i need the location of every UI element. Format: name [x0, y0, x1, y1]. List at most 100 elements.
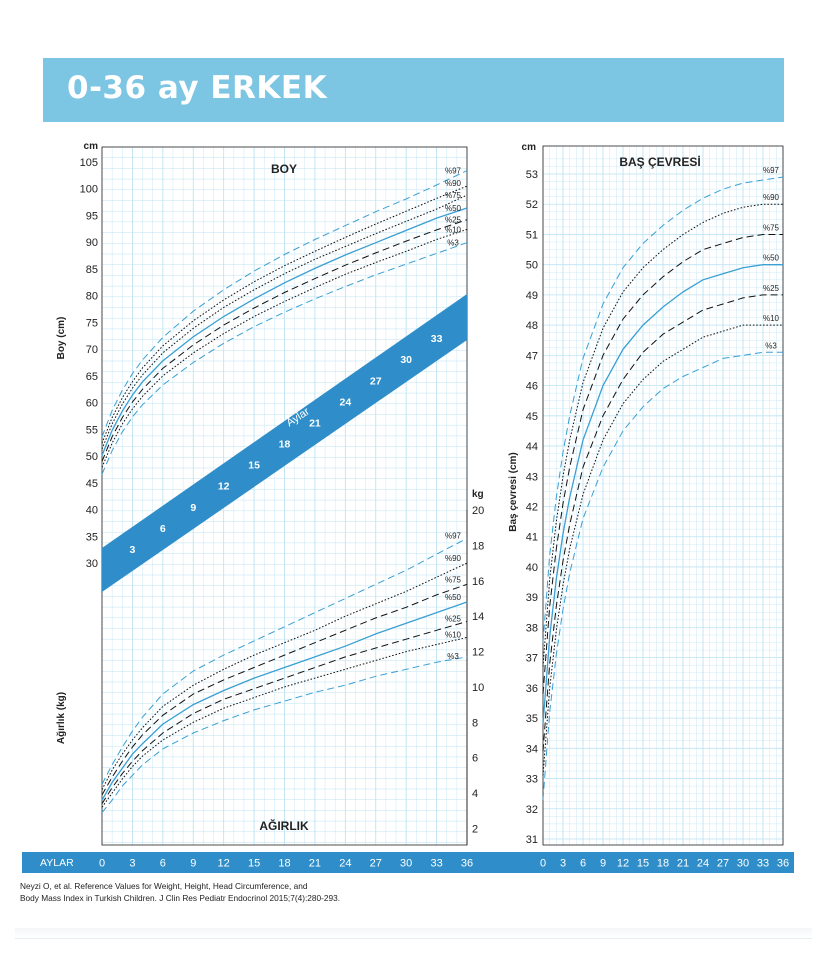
percentile-label: %97: [763, 166, 780, 175]
y-unit-label: cm: [522, 142, 537, 153]
chart-title: AĞIRLIK: [259, 818, 309, 833]
curve-p3: [101, 242, 468, 475]
y-tick-label: 48: [526, 320, 538, 332]
month-tick-label: 18: [278, 858, 290, 870]
boy-curves: [101, 170, 468, 475]
percentile-label: %10: [445, 630, 462, 639]
y-tick-label: 42: [526, 502, 538, 514]
month-tick-label: 36: [777, 858, 789, 870]
y-tick-label: 18: [472, 540, 484, 552]
month-tick-label: 9: [190, 858, 196, 870]
percentile-label: %50: [763, 254, 780, 263]
y-tick-label: 49: [526, 290, 538, 302]
title-banner: 0-36 ay ERKEK: [43, 58, 784, 122]
curve-p50: [542, 264, 783, 725]
curve-p90: [542, 203, 783, 667]
curve-p50: [101, 207, 468, 456]
y-tick-label: 41: [526, 532, 538, 544]
y-tick-label: 20: [472, 505, 484, 517]
y-axis-title: Boy (cm): [56, 317, 67, 360]
y-axis-title: Baş çevresi (cm): [508, 452, 519, 532]
y-tick-label: 40: [86, 505, 98, 517]
bottom-shadow: [15, 928, 812, 939]
age-band-label: 6: [160, 523, 166, 535]
y-tick-label: 34: [526, 743, 538, 755]
y-tick-label: 52: [526, 199, 538, 211]
y-tick-label: 44: [526, 441, 538, 453]
month-tick-label: 12: [617, 858, 629, 870]
y-tick-label: 30: [86, 558, 98, 570]
percentile-label: %75: [445, 191, 462, 200]
frame-left: [101, 146, 468, 846]
curve-p75: [542, 234, 783, 694]
y-axis-title: Ağırlık (kg): [56, 692, 67, 744]
curve-p25: [101, 219, 468, 462]
percentile-label: %25: [763, 284, 780, 293]
curve-p97: [101, 170, 468, 437]
curve-p3: [101, 656, 468, 813]
y-tick-label: 2: [472, 824, 478, 836]
y-tick-label: 51: [526, 229, 538, 241]
age-band-label: 18: [279, 439, 291, 451]
percentile-label: %3: [765, 341, 777, 350]
y-tick-label: 85: [86, 264, 98, 276]
month-tick-label: 0: [99, 858, 105, 870]
curve-p90: [101, 562, 468, 790]
month-tick-label: 15: [637, 858, 649, 870]
month-tick-label: 27: [717, 858, 729, 870]
age-band-label: 30: [400, 354, 412, 366]
age-band-label: 15: [248, 460, 260, 472]
month-axis-bar: [22, 852, 794, 873]
month-tick-label: 30: [400, 858, 412, 870]
y-tick-label: 14: [472, 611, 484, 623]
y-tick-label: 35: [526, 713, 538, 725]
y-tick-label: 45: [526, 411, 538, 423]
curve-p25: [542, 294, 783, 752]
month-tick-label: 12: [218, 858, 230, 870]
y-tick-label: 46: [526, 381, 538, 393]
month-tick-label: 24: [339, 858, 351, 870]
month-tick-label: 0: [540, 858, 546, 870]
curve-p75: [101, 583, 468, 796]
age-band-label: 24: [339, 396, 351, 408]
frame-right: [542, 145, 784, 846]
y-unit-label: cm: [84, 141, 99, 152]
grid-left: [101, 146, 468, 845]
y-tick-label: 55: [86, 424, 98, 436]
percentile-label: %50: [445, 593, 462, 602]
percentile-label: %90: [763, 193, 780, 202]
y-tick-label: 4: [472, 788, 478, 800]
month-tick-label: 30: [737, 858, 749, 870]
y-tick-label: 65: [86, 371, 98, 383]
y-tick-label: 50: [86, 451, 98, 463]
percentile-label: %75: [763, 223, 780, 232]
y-tick-label: 43: [526, 471, 538, 483]
bas-curves: [542, 176, 784, 800]
agirlik-curves: [101, 537, 468, 813]
month-tick-label: 6: [160, 858, 166, 870]
y-tick-label: 33: [526, 774, 538, 786]
curve-p90: [101, 185, 468, 444]
percentile-label: %3: [447, 652, 459, 661]
y-tick-label: 32: [526, 804, 538, 816]
percentile-label: %50: [445, 204, 462, 213]
y-tick-label: 6: [472, 753, 478, 765]
citation-line-1: Neyzi O, et al. Reference Values for Wei…: [20, 881, 308, 891]
citation-line-2: Body Mass Index in Turkish Children. J C…: [20, 893, 341, 903]
month-tick-label: 15: [248, 858, 260, 870]
y-tick-label: 16: [472, 576, 484, 588]
y-tick-label: 80: [86, 291, 98, 303]
y-tick-label: 70: [86, 344, 98, 356]
month-tick-label: 18: [657, 858, 669, 870]
y-tick-label: 36: [526, 683, 538, 695]
age-band-label: 33: [431, 333, 443, 345]
curve-p75: [101, 194, 468, 450]
age-band: [102, 294, 467, 592]
y-tick-label: 95: [86, 210, 98, 222]
y-tick-label: 45: [86, 478, 98, 490]
curve-p50: [101, 601, 468, 801]
curve-p3: [542, 351, 783, 800]
y-tick-label: 8: [472, 717, 478, 729]
age-band-label: 21: [309, 417, 321, 429]
